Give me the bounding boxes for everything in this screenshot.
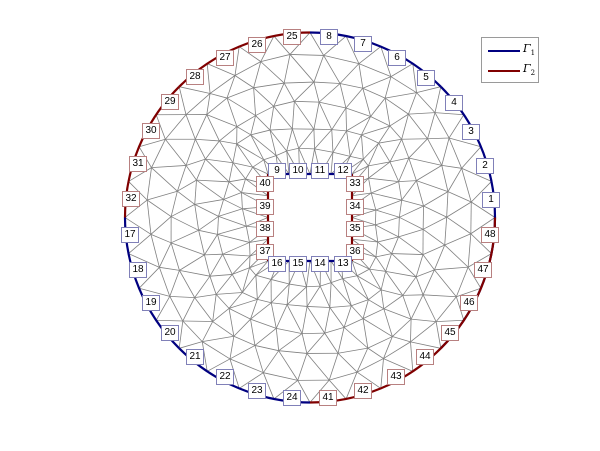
legend-label-gamma1: Γ1 — [523, 42, 536, 58]
outer-edge-label-18: 18 — [129, 262, 147, 278]
outer-edge-label-29: 29 — [161, 94, 179, 110]
outer-edge-label-7: 7 — [354, 36, 372, 52]
outer-edge-label-20: 20 — [161, 325, 179, 341]
outer-edge-label-46: 46 — [460, 295, 478, 311]
inner-edge-label-39: 39 — [256, 199, 274, 215]
legend-item-gamma2: Γ2 — [488, 62, 536, 78]
outer-edge-label-31: 31 — [129, 156, 147, 172]
inner-edge-label-34: 34 — [346, 199, 364, 215]
inner-edge-label-11: 11 — [311, 163, 329, 179]
outer-edge-label-23: 23 — [248, 383, 266, 399]
outer-edge-label-21: 21 — [186, 349, 204, 365]
legend-line-gamma2 — [488, 70, 520, 72]
inner-edge-label-9: 9 — [268, 163, 286, 179]
outer-edge-label-5: 5 — [417, 70, 435, 86]
inner-edge-label-38: 38 — [256, 221, 274, 237]
outer-edge-label-17: 17 — [121, 227, 139, 243]
legend-line-gamma1 — [488, 50, 520, 52]
outer-edge-label-28: 28 — [186, 69, 204, 85]
inner-edge-label-35: 35 — [346, 221, 364, 237]
outer-edge-label-26: 26 — [248, 37, 266, 53]
outer-edge-label-32: 32 — [122, 191, 140, 207]
outer-edge-label-6: 6 — [388, 50, 406, 66]
outer-edge-label-44: 44 — [416, 349, 434, 365]
outer-edge-label-25: 25 — [283, 29, 301, 45]
outer-edge-label-24: 24 — [283, 390, 301, 406]
outer-edge-label-48: 48 — [481, 227, 499, 243]
outer-edge-label-8: 8 — [320, 29, 338, 45]
inner-edge-label-16: 16 — [268, 256, 286, 272]
outer-edge-label-27: 27 — [216, 50, 234, 66]
triangle-mesh — [124, 32, 496, 403]
outer-edge-label-30: 30 — [142, 123, 160, 139]
outer-edge-label-47: 47 — [474, 262, 492, 278]
inner-edge-label-10: 10 — [289, 163, 307, 179]
outer-edge-label-45: 45 — [441, 325, 459, 341]
outer-edge-label-41: 41 — [319, 390, 337, 406]
inner-edge-label-15: 15 — [289, 256, 307, 272]
outer-edge-label-2: 2 — [476, 158, 494, 174]
outer-edge-label-4: 4 — [445, 95, 463, 111]
outer-edge-label-22: 22 — [216, 369, 234, 385]
inner-edge-label-14: 14 — [311, 256, 329, 272]
inner-edge-label-13: 13 — [334, 256, 352, 272]
inner-edge-label-40: 40 — [256, 176, 274, 192]
legend-item-gamma1: Γ1 — [488, 42, 536, 58]
inner-edge-label-33: 33 — [346, 176, 364, 192]
outer-edge-label-19: 19 — [142, 295, 160, 311]
outer-edge-label-42: 42 — [354, 383, 372, 399]
outer-edge-label-43: 43 — [387, 369, 405, 385]
inner-edge-label-12: 12 — [334, 163, 352, 179]
outer-edge-label-1: 1 — [482, 192, 500, 208]
legend: Γ1 Γ2 — [481, 37, 539, 83]
legend-label-gamma2: Γ2 — [523, 62, 536, 78]
outer-edge-label-3: 3 — [462, 124, 480, 140]
